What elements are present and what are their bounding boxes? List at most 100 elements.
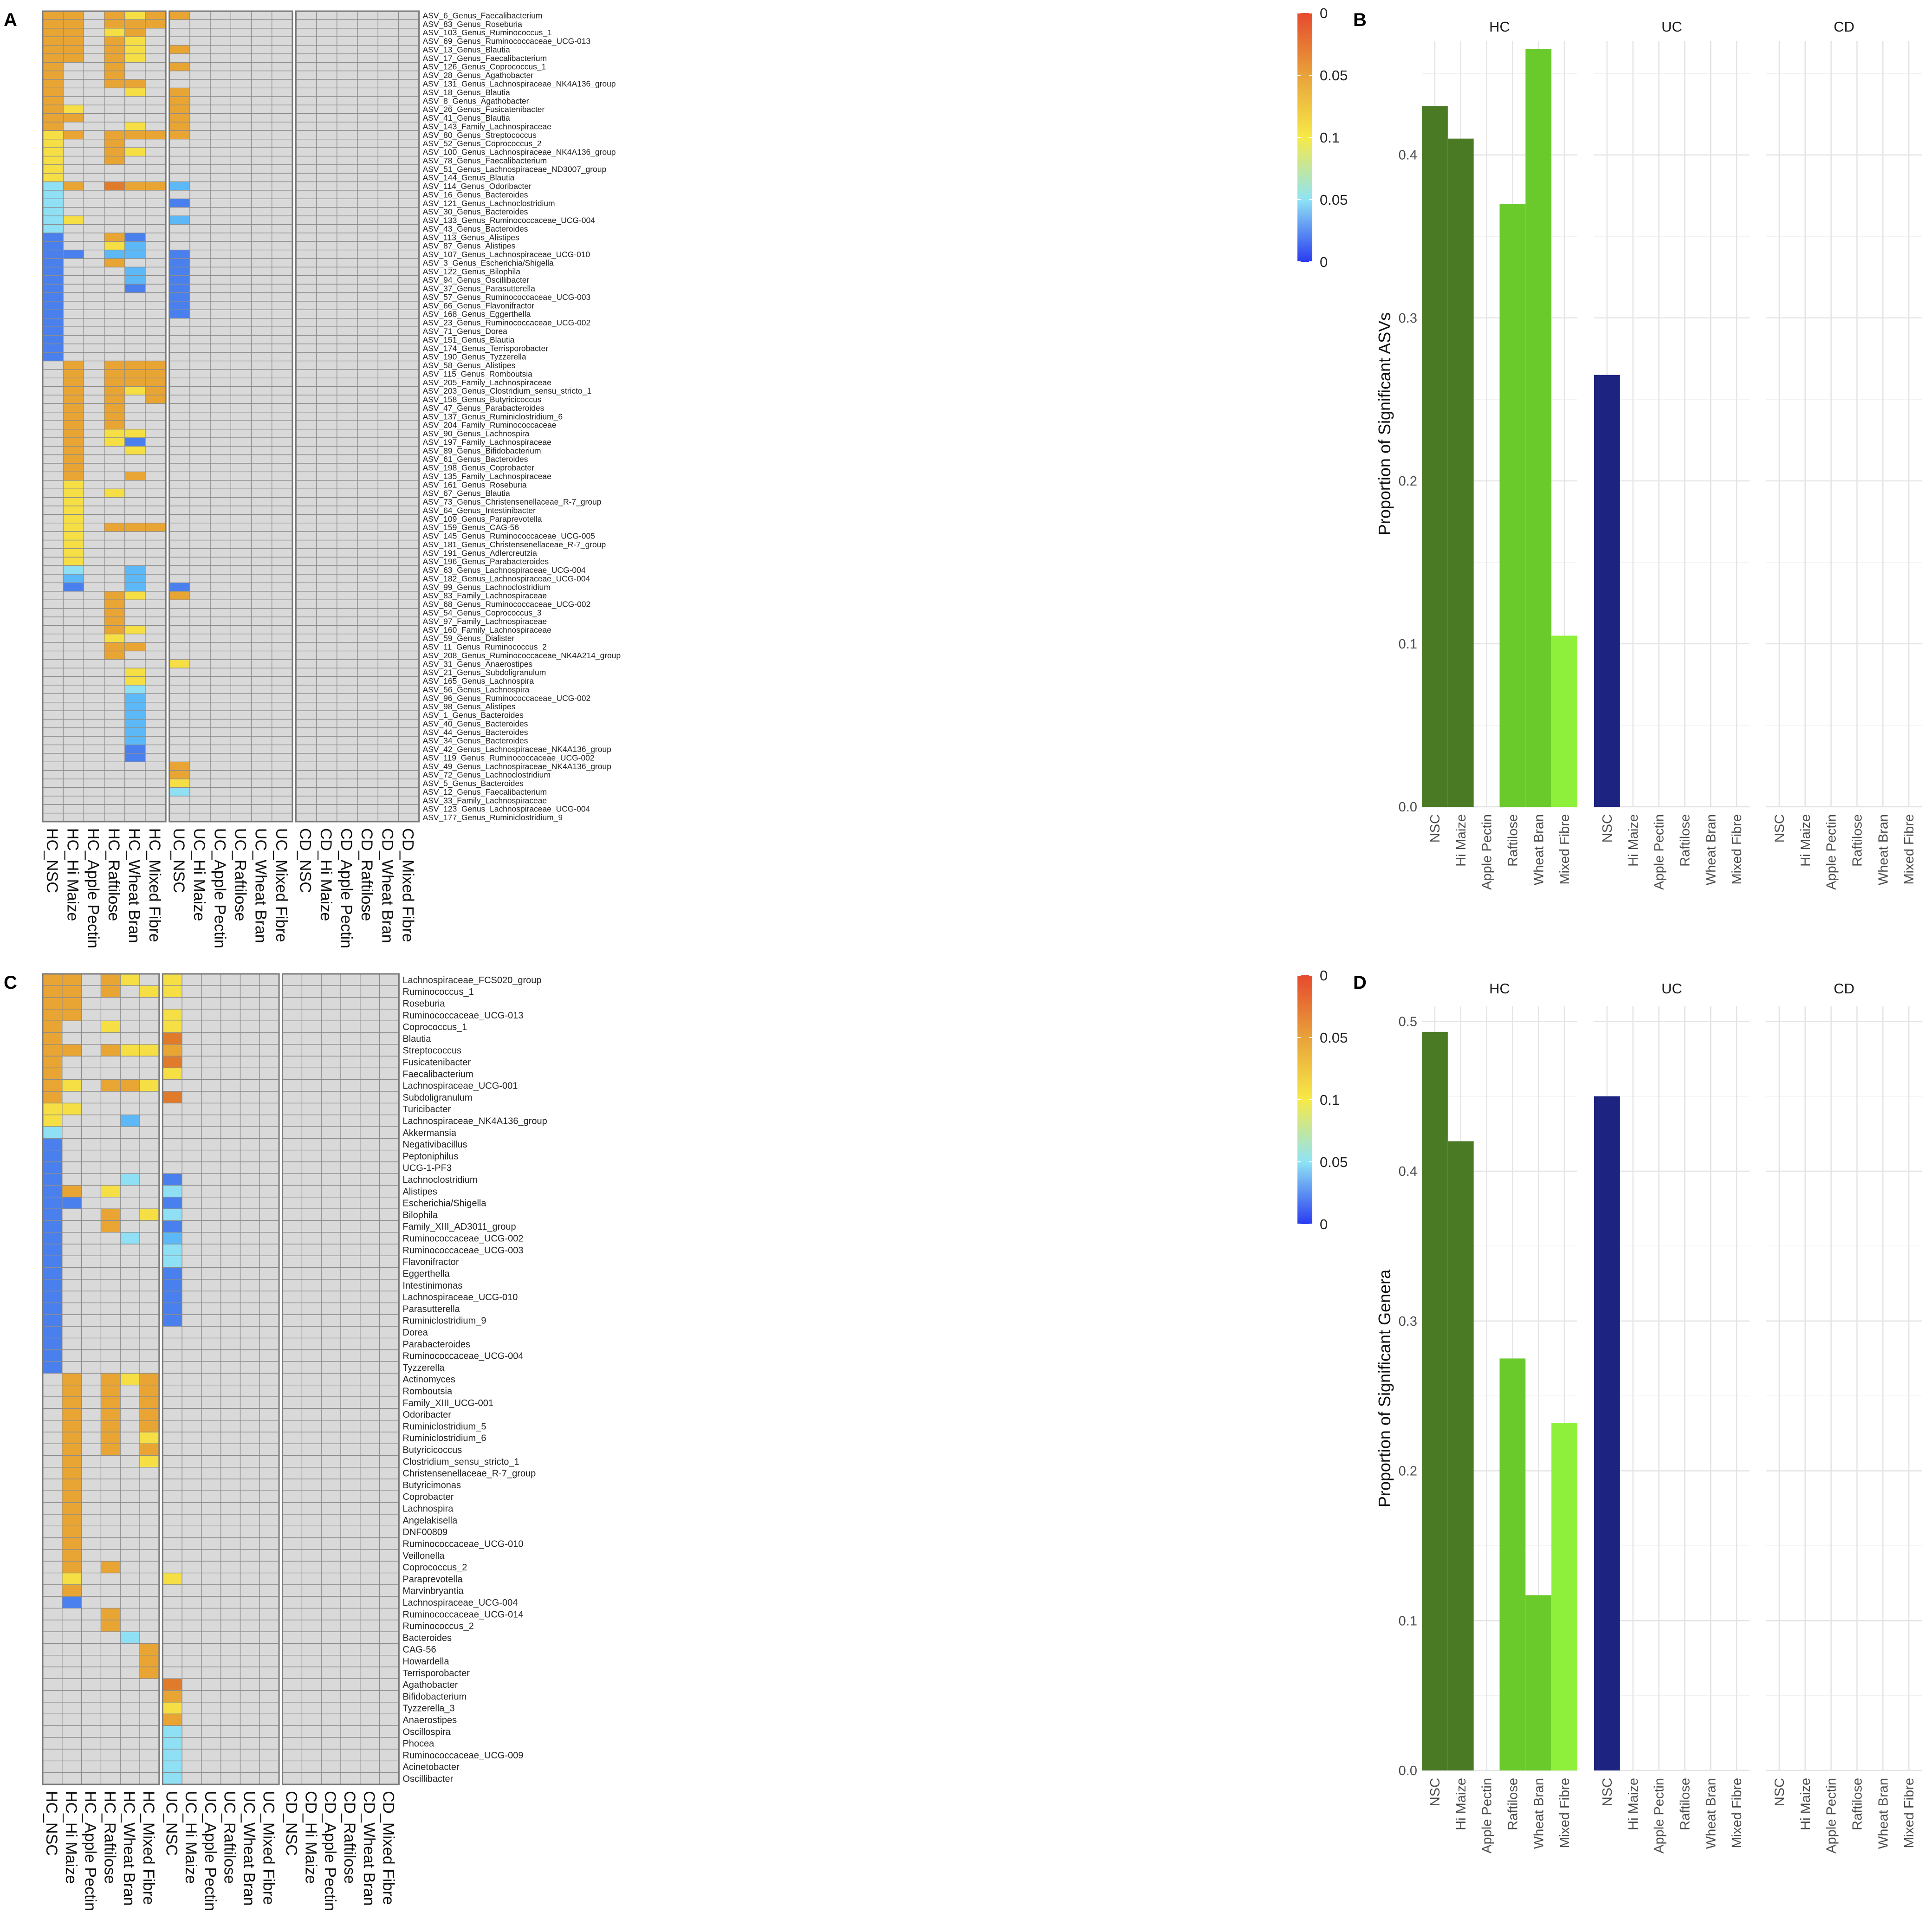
heatmap-cell [162, 1021, 182, 1033]
row-label: Actinomyces [402, 1374, 455, 1385]
row-label: ASV_59_Genus_Dialister [423, 634, 515, 643]
heatmap-cell [124, 565, 145, 575]
column-label: CD_Raftilose [341, 1791, 358, 1884]
heatmap-cell [63, 532, 84, 540]
row-label: ASV_161_Genus_Roseburia [423, 480, 527, 490]
heatmap-cell [169, 659, 190, 668]
row-label: ASV_40_Genus_Bacteroides [423, 719, 528, 729]
heatmap-cell [101, 974, 121, 986]
heatmap-cell [43, 139, 64, 148]
bar-uc-nsc [1594, 375, 1620, 807]
heatmap-cell [63, 53, 84, 63]
legend-tick-label: 0 [1320, 1216, 1328, 1232]
row-label: Bilophila [402, 1210, 438, 1220]
row-label: ASV_89_Genus_Bifidobacterium [423, 446, 541, 456]
heatmap-block-border [282, 973, 400, 1785]
bar-hc-wheat-bran [1525, 49, 1552, 807]
column-label: CD_NSC [297, 828, 314, 893]
heatmap-cell [62, 1502, 82, 1514]
heatmap-cell [43, 1056, 62, 1068]
heatmap-cell [62, 1103, 82, 1115]
row-label: Ruminiclostridium_5 [402, 1421, 486, 1432]
row-label: Dorea [402, 1328, 428, 1338]
heatmap-cell [124, 745, 145, 753]
heatmap-cell [162, 1314, 182, 1327]
column-label: HC_Raftilose [101, 1791, 118, 1884]
row-label: ASV_44_Genus_Bacteroides [423, 727, 528, 737]
row-label: Eggerthella [402, 1269, 450, 1279]
x-tick-label: Apple Pectin [1824, 1778, 1839, 1854]
heatmap-cell [124, 523, 145, 532]
facet-hc: HC NSC Hi Maize Apple Pectin Raftilose Wheat … [1422, 19, 1577, 890]
row-label: Veillonella [402, 1551, 445, 1561]
heatmap-cell [104, 71, 125, 80]
row-label: ASV_197_Family_Lachnospiraceae [423, 437, 551, 447]
heatmap-cell [162, 1244, 182, 1256]
heatmap-cell [124, 676, 145, 685]
row-label: ASV_126_Genus_Coprococcus_1 [423, 62, 546, 72]
heatmap-cell [63, 421, 84, 429]
heatmap-cell [43, 1103, 62, 1115]
column-label: CD_Apple Pectin [337, 828, 355, 948]
heatmap-cell [101, 1444, 121, 1456]
heatmap-cell [43, 37, 64, 45]
heatmap-cell [63, 28, 84, 37]
heatmap-cell [43, 1209, 62, 1221]
heatmap-cell [62, 1396, 82, 1409]
heatmap-cell [43, 1161, 62, 1174]
heatmap-cell [104, 600, 125, 609]
heatmap-cell [43, 28, 64, 37]
heatmap-cell [101, 1620, 121, 1632]
row-label: ASV_198_Genus_Coprobacter [423, 463, 535, 473]
column-label: CD_Wheat Bran [378, 828, 396, 943]
y-tick-label: 0.4 [1399, 1164, 1417, 1179]
bar-hc-nsc [1422, 1031, 1448, 1770]
heatmap-cell [62, 1561, 82, 1573]
heatmap-cell [162, 1256, 182, 1268]
bar-hc-raftilose [1499, 1358, 1526, 1770]
heatmap-cell [162, 1679, 182, 1691]
heatmap-cell [162, 1267, 182, 1279]
row-label: Bacteroides [402, 1633, 452, 1643]
heatmap-cell [124, 472, 145, 480]
heatmap-cell [104, 361, 125, 370]
row-label: ASV_182_Genus_Lachnospiraceae_UCG-004 [423, 574, 590, 583]
heatmap-cell [43, 122, 64, 131]
heatmap-cell [43, 1021, 62, 1033]
column-label: UC_NSC [170, 828, 188, 893]
x-tick-label: NSC [1428, 814, 1443, 843]
row-label: Anaerostipes [402, 1715, 457, 1725]
heatmap-cell [104, 130, 125, 139]
legend-tick-label: 0.05 [1320, 67, 1348, 84]
legend-tick-label: 0.1 [1320, 1092, 1340, 1108]
facet-label: HC [1489, 19, 1510, 35]
heatmap-cell [101, 985, 121, 998]
bar-hc-hi-maize [1447, 138, 1474, 807]
heatmap-cell [124, 28, 145, 37]
heatmap-cell [162, 1690, 182, 1702]
heatmap-cell [43, 190, 64, 199]
heatmap-cell [104, 634, 125, 643]
x-tick-label: Mixed Fibre [1557, 1778, 1572, 1848]
row-label: Ruminiclostridium_6 [402, 1433, 486, 1444]
column-label: CD_Raftilose [358, 828, 376, 921]
column-label: UC_Raftilose [231, 828, 249, 921]
x-tick-label: Hi Maize [1626, 1778, 1641, 1830]
heatmap-cell [43, 1173, 62, 1186]
heatmap-block-border [42, 10, 167, 823]
facet-hc: HC NSC Hi Maize Apple Pectin Raftilose Wheat … [1422, 980, 1577, 1854]
heatmap-cell [43, 156, 64, 165]
heatmap-cell [169, 258, 190, 267]
heatmap-cell [104, 437, 125, 447]
row-label: ASV_80_Genus_Streptococcus [423, 130, 537, 140]
row-label: Agathobacter [402, 1680, 458, 1690]
row-label: ASV_177_Genus_Ruminiclostridium_9 [423, 813, 563, 823]
heatmap-cell [101, 1209, 121, 1221]
heatmap-cell [124, 694, 145, 702]
column-label: HC_Hi Maize [64, 828, 81, 921]
heatmap-cell [43, 985, 62, 998]
y-tick-label: 0.2 [1399, 474, 1417, 489]
heatmap-cell [169, 292, 190, 301]
row-label: ASV_73_Genus_Christensenellaceae_R-7_gro… [423, 497, 602, 507]
heatmap-cell [63, 216, 84, 225]
